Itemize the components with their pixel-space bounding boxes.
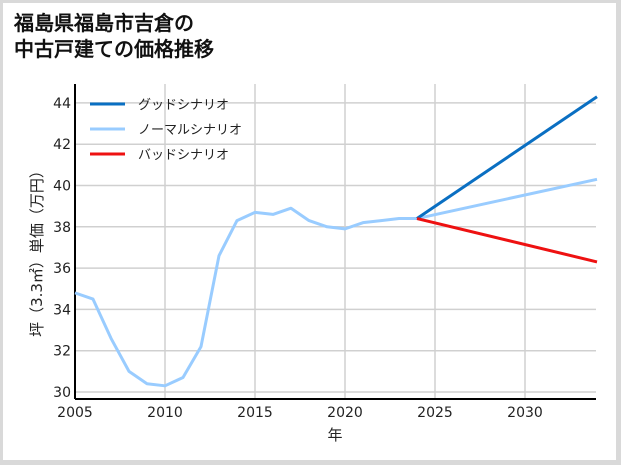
- legend-label: ノーマルシナリオ: [138, 123, 242, 138]
- x-tick-label: 2020: [327, 405, 363, 421]
- y-tick-label: 36: [53, 261, 71, 277]
- chart-frame: [3, 3, 616, 460]
- x-tick-label: 2015: [237, 405, 273, 421]
- chart-title: 福島県福島市吉倉の 中古戸建ての価格推移: [14, 10, 214, 62]
- y-tick-label: 44: [53, 96, 71, 112]
- series-line: [74, 177, 598, 388]
- title-line-2: 中古戸建ての価格推移: [14, 37, 214, 61]
- y-axis-label: 坪（3.3㎡）単価（万円）: [28, 163, 46, 337]
- legend-label: バッドシナリオ: [138, 148, 229, 163]
- y-tick-label: 34: [53, 302, 71, 318]
- x-axis-label: 年: [327, 426, 342, 444]
- y-tick-label: 30: [53, 385, 71, 401]
- x-tick-label: 2005: [57, 405, 93, 421]
- x-tick-label: 2025: [417, 405, 453, 421]
- series-line: [416, 95, 598, 220]
- y-tick-label: 32: [53, 344, 71, 360]
- legend-label: グッドシナリオ: [138, 98, 229, 113]
- y-tick-label: 38: [53, 220, 71, 236]
- y-tick-label: 42: [53, 137, 71, 153]
- title-line-1: 福島県福島市吉倉の: [14, 11, 194, 35]
- x-tick-label: 2010: [147, 405, 183, 421]
- series-line: [416, 217, 598, 264]
- x-tick-label: 2030: [507, 405, 543, 421]
- y-tick-label: 40: [53, 179, 71, 195]
